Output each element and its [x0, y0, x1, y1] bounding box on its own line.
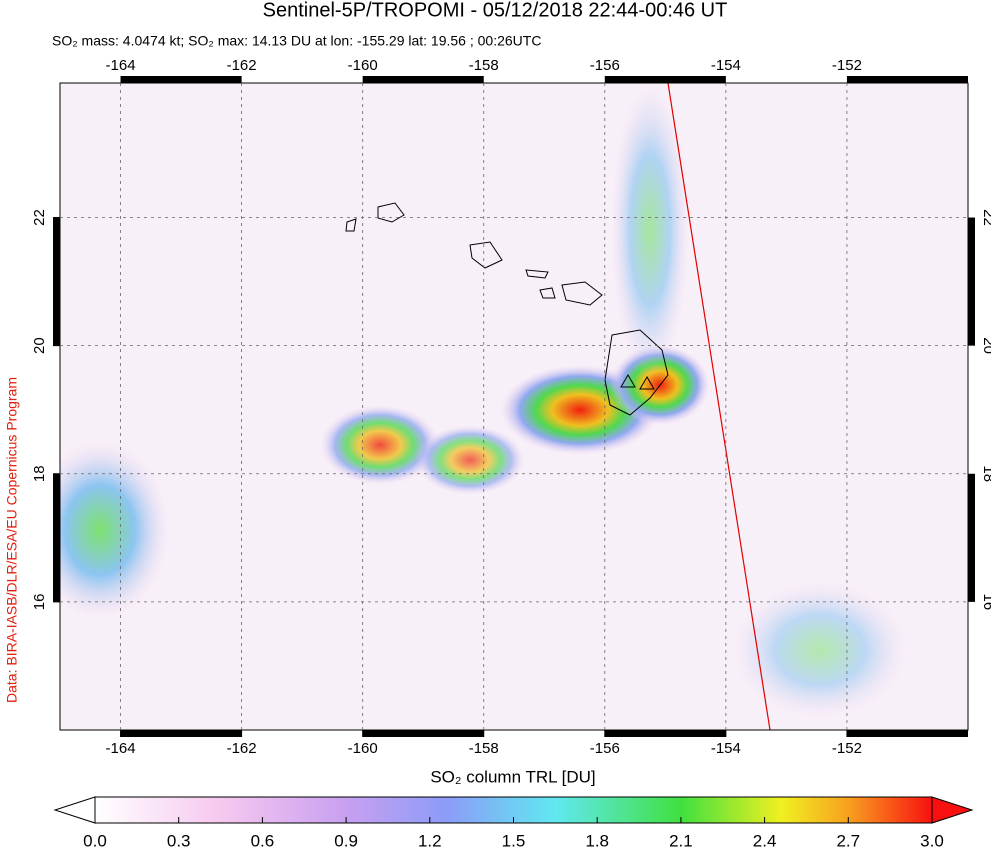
data-source: Data: BIRA-IASB/DLR/ESA/EU Copernicus Pr…	[4, 377, 20, 703]
volcano-marker	[620, 374, 655, 390]
frame-bar	[53, 217, 60, 346]
coastline	[345, 202, 603, 306]
plume	[730, 580, 910, 720]
plume	[320, 405, 440, 485]
x-tick-label: -158	[469, 740, 499, 757]
colorbar-tick-label: 2.1	[669, 831, 693, 850]
colorbar-tick-label: 0.9	[334, 831, 358, 850]
frame-bar	[604, 76, 726, 83]
colorbar-tick-label: 0.3	[167, 831, 191, 850]
y-tick-label: 22	[31, 209, 48, 226]
frame-bar	[120, 76, 242, 83]
frame-bar	[362, 730, 484, 737]
x-tick-label-top: -160	[348, 57, 378, 74]
swath-edge	[667, 83, 771, 730]
x-tick-label: -152	[832, 740, 862, 757]
frame-bar	[968, 473, 975, 602]
y-tick-label-right: 16	[980, 594, 991, 611]
y-tick-label-right: 18	[980, 465, 991, 482]
coastline	[604, 329, 669, 416]
x-tick-label-top: -158	[469, 57, 499, 74]
colorbar-label: SO₂ column TRL [DU]	[430, 767, 595, 786]
x-tick-label: -164	[106, 740, 136, 757]
colorbar-tick-label: 3.0	[920, 831, 944, 850]
colorbar-min-arrow	[53, 796, 96, 824]
so2-field	[60, 83, 968, 730]
y-tick-label-right: 20	[980, 337, 991, 354]
colorbar-tick-label: 0.6	[251, 831, 275, 850]
x-tick-label-top: -152	[832, 57, 862, 74]
colorbar-max-arrow	[931, 796, 974, 824]
plume	[610, 83, 690, 380]
x-tick-label-top: -164	[106, 57, 136, 74]
x-tick-label: -156	[590, 740, 620, 757]
y-tick-label: 16	[31, 594, 48, 611]
y-tick-label-right: 22	[980, 209, 991, 226]
frame-bar	[362, 76, 484, 83]
colorbar-tick-label: 2.7	[836, 831, 860, 850]
x-tick-label: -162	[227, 740, 257, 757]
frame-bar	[604, 730, 726, 737]
x-tick-label-top: -154	[711, 57, 741, 74]
frame-bar	[120, 730, 242, 737]
plume	[415, 425, 525, 495]
frame-bar	[968, 217, 975, 346]
colorbar-tick-label: 1.5	[502, 831, 526, 850]
colorbar-tick-label: 1.2	[418, 831, 442, 850]
subtitle: SO₂ mass: 4.0474 kt; SO₂ max: 14.13 DU a…	[52, 33, 541, 49]
plume	[60, 440, 170, 620]
x-tick-label: -154	[711, 740, 741, 757]
y-tick-label: 20	[31, 337, 48, 354]
y-tick-label: 18	[31, 465, 48, 482]
colorbar-tick-label: 1.8	[585, 831, 609, 850]
frame-bar	[846, 76, 968, 83]
x-tick-label-top: -156	[590, 57, 620, 74]
colorbar-tick-label: 0.0	[83, 831, 107, 850]
x-tick-label-top: -162	[227, 57, 257, 74]
title: Sentinel-5P/TROPOMI - 05/12/2018 22:44-0…	[263, 0, 728, 21]
frame-bar	[846, 730, 968, 737]
frame-bar	[53, 473, 60, 602]
x-tick-label: -160	[348, 740, 378, 757]
map-frame	[59, 82, 969, 731]
colorbar-tick-label: 2.4	[753, 831, 777, 850]
